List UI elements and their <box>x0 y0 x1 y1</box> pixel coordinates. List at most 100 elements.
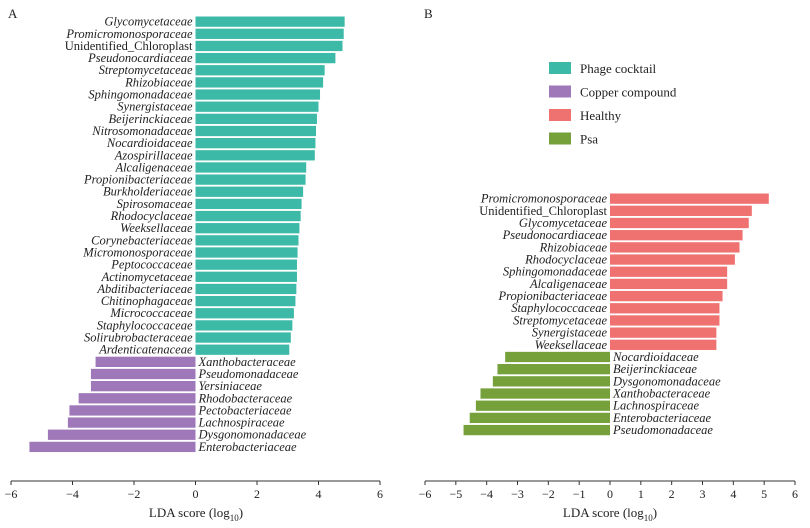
category-label: Enterobacteriaceae <box>612 411 712 425</box>
x-tick-label: −4 <box>66 487 79 501</box>
category-label: Glycomycetaceae <box>519 216 608 230</box>
bar-micromonosporaceae <box>195 247 298 258</box>
category-label: Promicromonosporaceae <box>65 27 193 41</box>
bar-enterobacteriaceae <box>29 441 196 453</box>
x-axis-label: LDA score (log10) <box>563 505 657 523</box>
panel-a: A GlycomycetaceaePromicromonosporaceaeUni… <box>5 6 383 523</box>
bar-staphylococcaceae <box>195 320 293 331</box>
legend-label: Psa <box>580 132 598 147</box>
bar-yersiniaceae <box>90 381 196 392</box>
category-label: Synergistaceae <box>117 100 193 114</box>
bar-corynebacteriaceae <box>195 235 299 246</box>
bar-promicromonosporaceae <box>610 193 769 204</box>
legend-swatch-healthy <box>549 109 571 121</box>
bar-synergistaceae <box>610 327 717 338</box>
category-label: Propionibacteriaceae <box>83 173 193 187</box>
category-label: Alcaligenaceae <box>114 160 192 174</box>
bar-nocardioidaceae <box>195 138 316 149</box>
bar-actinomycetaceae <box>195 271 297 282</box>
category-label: Nocardioidaceae <box>106 136 193 150</box>
bar-glycomycetaceae <box>195 16 345 27</box>
bar-weeksellaceae <box>195 223 300 234</box>
category-label: Lachnospiraceae <box>612 399 700 413</box>
category-label: Beijerinckiaceae <box>613 362 697 376</box>
category-label: Sphingomonadaceae <box>88 88 193 102</box>
bar-beijerinckiaceae <box>497 364 610 375</box>
bar-pseudonocardiaceae <box>195 52 336 64</box>
x-tick-label: 2 <box>254 487 260 501</box>
bar-beijerinckiaceae <box>195 113 317 124</box>
x-tick-label: −5 <box>449 487 462 501</box>
category-label: Staphylococcaceae <box>97 318 193 332</box>
category-label: Rhizobiaceae <box>124 75 193 89</box>
category-label: Sphingomonadaceae <box>503 265 608 279</box>
x-axis-label: LDA score (log10) <box>149 505 243 523</box>
category-label: Yersiniaceae <box>199 379 263 393</box>
bar-burkholderiaceae <box>195 186 304 197</box>
category-label: Synergistaceae <box>532 326 608 340</box>
category-label: Peptococcaceae <box>110 258 193 272</box>
legend-label: Healthy <box>580 108 622 123</box>
bar-rhizobiaceae <box>195 77 324 88</box>
category-label: Chitinophagaceae <box>101 294 193 308</box>
category-label: Enterobacteriaceae <box>198 440 298 454</box>
category-label: Weeksellaceae <box>535 338 608 352</box>
bar-abditibacteriaceae <box>195 283 297 295</box>
x-axis-label-subscript: 10 <box>644 513 654 523</box>
category-label: Abditibacteriaceae <box>96 282 193 296</box>
category-label: Weeksellaceae <box>120 221 193 235</box>
category-label: Glycomycetaceae <box>104 15 193 29</box>
category-label: Spirosomaceae <box>117 197 193 211</box>
category-label: Micromonosporaceae <box>82 245 193 259</box>
panel-letter: B <box>424 6 433 21</box>
x-tick-label: 2 <box>669 487 675 501</box>
bar-pectobacteriaceae <box>69 405 196 416</box>
bar-rhodocyclaceae <box>610 254 735 265</box>
x-tick-label: 4 <box>316 487 322 501</box>
category-label: Rhodocyclaceae <box>110 209 193 223</box>
bar-pseudomonadaceae <box>90 368 196 380</box>
category-label: Rhodocyclaceae <box>524 253 607 267</box>
x-tick-label: 0 <box>193 487 199 501</box>
bar-micrococcaceae <box>195 308 294 319</box>
category-label: Burkholderiaceae <box>103 185 193 199</box>
panel-b: B PromicromonosporaceaeUnidentified_Chlor… <box>419 6 798 523</box>
x-tick-label: 1 <box>638 487 644 501</box>
category-label: Ardenticatenaceae <box>98 343 193 357</box>
x-tick-label: −1 <box>573 487 586 501</box>
bar-propionibacteriaceae <box>195 174 306 185</box>
legend-swatch-psa <box>549 132 571 145</box>
category-label: Pectobacteriaceae <box>198 403 292 417</box>
bar-nitrosomonadaceae <box>195 125 317 137</box>
x-axis-label-main: LDA score (log <box>563 505 644 520</box>
category-label: Rhizobiaceae <box>539 240 608 254</box>
x-tick-label: −2 <box>542 487 555 501</box>
category-label: Corynebacteriaceae <box>91 233 193 247</box>
bar-weeksellaceae <box>610 339 717 350</box>
bar-xanthobacteraceae <box>95 356 196 367</box>
category-label: Pseudomonadaceae <box>612 423 713 437</box>
bar-spirosomaceae <box>195 198 302 210</box>
x-tick-label: 6 <box>792 487 798 501</box>
bar-synergistaceae <box>195 101 319 112</box>
bar-lachnospiraceae <box>475 400 610 411</box>
category-label: Actinomycetaceae <box>101 270 193 284</box>
x-tick-label: −6 <box>5 487 18 501</box>
bar-alcaligenaceae <box>195 162 307 173</box>
bar-nocardioidaceae <box>505 351 610 363</box>
x-tick-label: −3 <box>511 487 524 501</box>
bar-pseudonocardiaceae <box>610 230 743 241</box>
category-label: Micrococcaceae <box>109 306 193 320</box>
bar-unidentified-chloroplast <box>195 40 343 52</box>
legend-label: Phage cocktail <box>580 61 657 76</box>
category-label: Streptomycetaceae <box>513 313 607 327</box>
category-label: Nocardioidaceae <box>612 350 699 364</box>
category-label: Xanthobacteraceae <box>612 386 711 400</box>
category-label: Nitrosomonadaceae <box>91 124 193 138</box>
category-label: Rhodobacteraceae <box>198 391 293 405</box>
category-label: Alcaligenaceae <box>529 277 607 291</box>
bar-enterobacteriaceae <box>469 412 610 424</box>
category-label: Dysgonomonadaceae <box>198 428 307 442</box>
bar-dysgonomonadaceae <box>47 429 196 440</box>
bar-streptomycetaceae <box>195 65 325 76</box>
